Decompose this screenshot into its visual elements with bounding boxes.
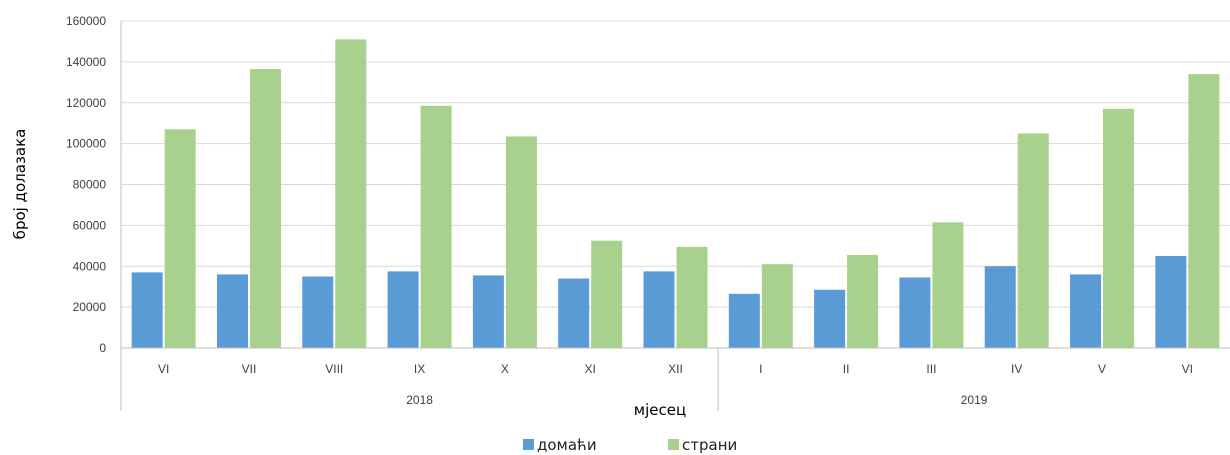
bars: [131, 39, 1220, 349]
x-tick-label: III: [926, 362, 936, 376]
x-tick-label: VI: [158, 362, 169, 376]
bar-domestic: [302, 276, 334, 348]
x-tick-labels: VI VII VIII IX X XI XII I II III IV V VI: [158, 362, 1193, 376]
x-tick-label: X: [501, 362, 509, 376]
bar-foreign: [335, 39, 367, 349]
group-labels: 2018 2019: [120, 348, 988, 411]
group-label: 2019: [961, 393, 988, 407]
y-tick-label: 100000: [66, 137, 106, 151]
x-tick-label: II: [843, 362, 850, 376]
x-tick-label: IV: [1011, 362, 1022, 376]
bar-domestic: [814, 289, 846, 348]
y-tick-labels: 0 20000 40000 60000 80000 100000 120000 140000 1…: [66, 14, 106, 355]
y-axis-title: број долазака: [11, 129, 29, 240]
y-tick-label: 80000: [73, 178, 107, 192]
x-tick-label: XI: [585, 362, 596, 376]
x-tick-label: V: [1098, 362, 1106, 376]
bar-foreign: [847, 255, 879, 348]
bar-foreign: [1188, 74, 1220, 348]
x-tick-label: I: [759, 362, 762, 376]
legend: домаћи страни: [523, 436, 737, 454]
bar-foreign: [761, 264, 793, 348]
x-tick-label: VIII: [325, 362, 343, 376]
axes: [120, 21, 1230, 349]
bar-domestic: [728, 293, 760, 348]
bar-foreign: [249, 69, 281, 348]
x-tick-label: IX: [414, 362, 425, 376]
y-tick-label: 60000: [73, 218, 107, 232]
bar-foreign: [1017, 133, 1049, 348]
bar-foreign: [932, 222, 964, 348]
y-tick-label: 20000: [73, 300, 107, 314]
bar-foreign: [676, 246, 708, 348]
bar-domestic: [984, 266, 1016, 348]
bar-domestic: [558, 278, 590, 348]
bar-domestic: [643, 271, 675, 348]
y-tick-label: 0: [99, 341, 106, 355]
bar-domestic: [1070, 274, 1102, 348]
x-tick-label: XII: [668, 362, 683, 376]
x-tick-label: VI: [1182, 362, 1193, 376]
bar-domestic: [216, 274, 248, 348]
bar-foreign: [420, 105, 452, 348]
legend-swatch: [523, 439, 534, 450]
x-tick-label: VII: [242, 362, 257, 376]
bar-foreign: [1103, 108, 1135, 348]
bar-domestic: [131, 272, 163, 348]
gridlines: [121, 20, 1230, 349]
bar-foreign: [591, 240, 623, 348]
bar-foreign: [505, 136, 537, 348]
bar-domestic: [387, 271, 419, 348]
bar-domestic: [1155, 256, 1187, 348]
x-axis-title: мјесец: [634, 401, 686, 419]
legend-label: домаћи: [537, 436, 597, 454]
group-label: 2018: [406, 393, 433, 407]
legend-label: страни: [682, 436, 737, 454]
legend-swatch: [668, 439, 679, 450]
bar-foreign: [164, 129, 196, 348]
y-tick-label: 120000: [66, 96, 106, 110]
y-tick-label: 40000: [73, 259, 107, 273]
bar-domestic: [899, 277, 931, 348]
bar-domestic: [472, 275, 504, 348]
y-tick-label: 140000: [66, 55, 106, 69]
y-tick-label: 160000: [66, 14, 106, 28]
